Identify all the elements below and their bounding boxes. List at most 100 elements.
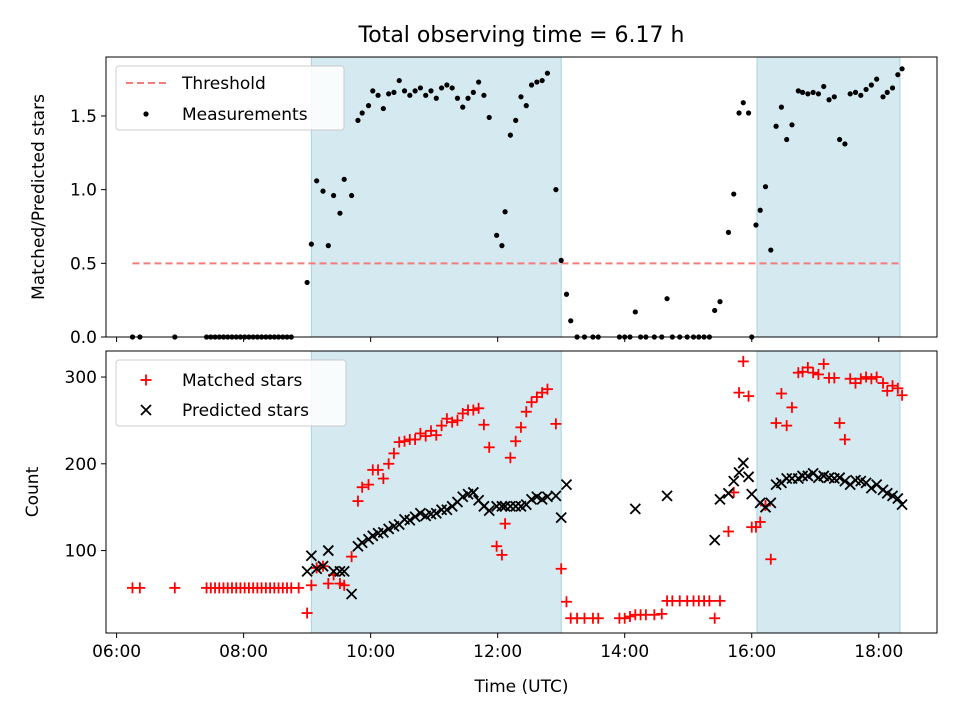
predicted-star-point — [301, 565, 313, 578]
measurement-point — [365, 103, 372, 109]
measurement-point — [880, 94, 886, 100]
predicted-star-point — [311, 563, 323, 575]
matched-star-point — [363, 479, 375, 491]
bottom-legend-box — [115, 359, 347, 427]
matched-star-point — [775, 388, 787, 400]
x-tick-label: 08:00 — [219, 642, 268, 662]
top-legend-box — [115, 65, 345, 131]
matched-star-point — [714, 595, 726, 607]
predicted-star-point-b — [338, 565, 350, 578]
matched-star-point — [399, 435, 411, 447]
measurement-point — [465, 95, 471, 101]
measurement-point — [320, 188, 326, 194]
matched-star-point — [743, 390, 755, 402]
measurement-point — [544, 70, 551, 76]
legend-predicted-label: Predicted stars — [182, 401, 309, 421]
measurement-point — [558, 257, 564, 263]
measurement-point — [831, 94, 837, 100]
measurement-point — [632, 309, 638, 315]
predicted-star-point — [435, 504, 448, 516]
matched-stars-points — [126, 355, 908, 624]
measurement-point — [745, 110, 752, 116]
measurement-point — [884, 89, 890, 95]
matched-star-point — [871, 371, 883, 383]
matched-star-point — [839, 434, 851, 446]
measurement-point — [470, 89, 476, 95]
predicted-star-point — [338, 565, 350, 578]
predicted-star-point-b — [722, 487, 735, 499]
predicted-stars-points — [301, 457, 908, 600]
x-tick-label: 12:00 — [473, 642, 522, 662]
measurement-point — [476, 79, 482, 85]
matched-star-point — [414, 427, 426, 439]
measurement-point — [863, 86, 869, 93]
predicted-star-point-b — [301, 565, 313, 578]
predicted-star-point — [334, 565, 346, 578]
measurement-point — [725, 229, 732, 235]
measurement-point — [486, 114, 492, 121]
measurement-point — [664, 296, 670, 302]
x-tick-label: 16:00 — [727, 642, 776, 662]
matched-star-point — [828, 372, 840, 384]
predicted-star-point-b — [881, 487, 893, 499]
predicted-star-point — [728, 475, 740, 487]
measurement-point — [375, 92, 381, 98]
predicted-star-point — [483, 505, 495, 517]
matched-star-point — [781, 420, 793, 432]
predicted-star-point-b — [472, 494, 485, 506]
predicted-star-point — [896, 498, 908, 511]
matched-star-point — [409, 434, 421, 446]
predicted-star-point-b — [560, 478, 573, 491]
predicted-star-point — [629, 503, 641, 515]
predicted-star-point — [733, 466, 745, 479]
measurement-point — [889, 85, 896, 91]
predicted-star-point — [510, 500, 522, 512]
predicted-star-point — [317, 560, 329, 572]
matched-star-point — [865, 373, 877, 385]
matched-star-point — [722, 525, 734, 537]
y-tick-label: 300 — [65, 368, 97, 388]
matched-star-point — [855, 373, 867, 385]
predicted-star-point — [430, 507, 442, 519]
measurement-point — [380, 105, 386, 112]
predicted-star-point-b — [860, 477, 872, 489]
predicted-star-point-b — [322, 544, 334, 557]
measurement-point — [308, 241, 314, 247]
matched-star-point — [887, 380, 899, 392]
measurement-point — [568, 318, 574, 324]
predicted-star-point-b — [531, 491, 543, 503]
predicted-star-point-b — [496, 500, 508, 512]
predicted-star-point-b — [317, 560, 329, 572]
measurement-point — [348, 192, 355, 199]
matched-star-point — [446, 416, 458, 428]
predicted-star-point-b — [714, 493, 726, 506]
predicted-star-point — [305, 550, 318, 562]
matched-star-point — [550, 418, 562, 430]
measurement-point — [539, 77, 545, 84]
measurement-point — [502, 209, 508, 215]
measurement-point — [423, 92, 429, 98]
predicted-star-point-b — [896, 498, 908, 511]
matched-star-point — [733, 387, 745, 399]
top-legend: Threshold Measurements — [115, 65, 345, 131]
matched-star-point — [496, 549, 508, 561]
measurement-point — [762, 184, 769, 190]
measurement-point — [768, 247, 774, 253]
predicted-star-point — [833, 472, 846, 484]
measurement-point — [494, 232, 500, 238]
measurement-point — [412, 88, 418, 94]
predicted-star-point-b — [737, 457, 749, 469]
matched-star-point — [770, 417, 782, 429]
measurement-point — [731, 191, 737, 197]
predicted-star-point-b — [871, 478, 883, 491]
matched-star-point — [504, 452, 516, 464]
matched-star-point — [709, 612, 721, 624]
legend-measurements-swatch — [143, 111, 149, 117]
predicted-star-point-b — [409, 511, 421, 523]
predicted-star-point-b — [733, 466, 745, 479]
measurement-point — [528, 82, 535, 88]
matched-star-point — [352, 495, 364, 507]
measurement-point — [563, 291, 570, 297]
matched-star-point — [703, 595, 715, 607]
measurement-point — [773, 123, 779, 129]
